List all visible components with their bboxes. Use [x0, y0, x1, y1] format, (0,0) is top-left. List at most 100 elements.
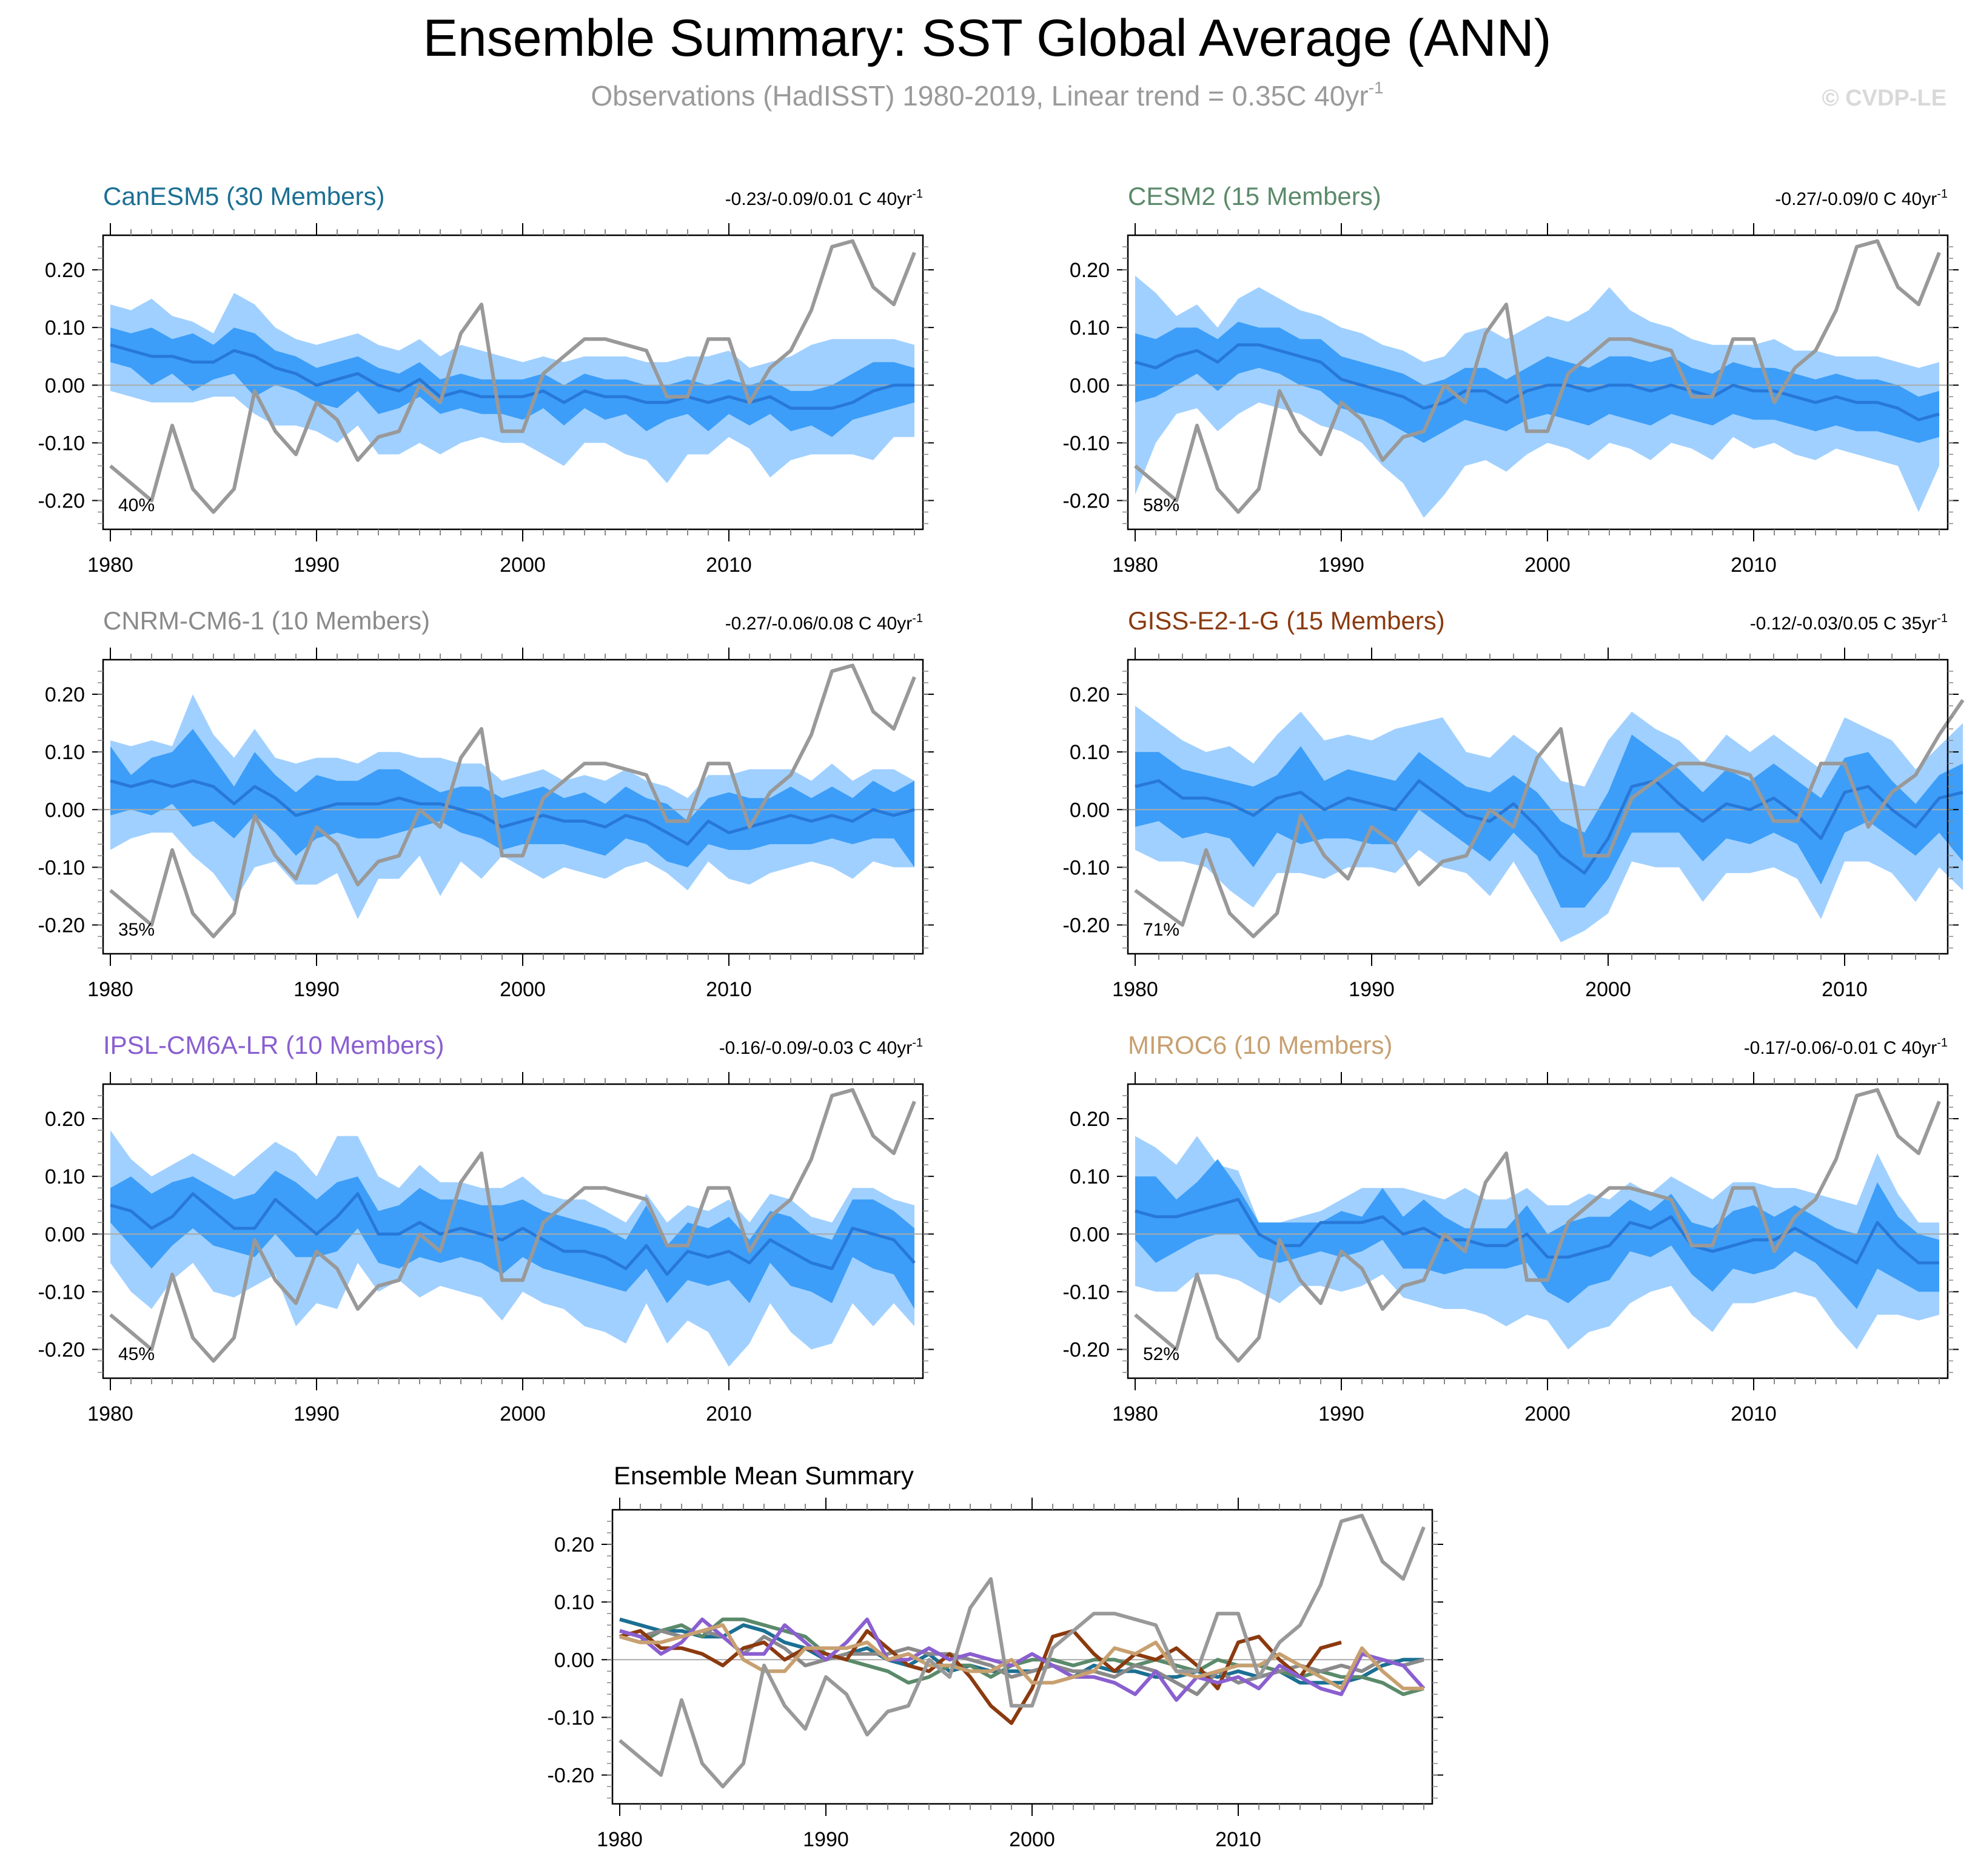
y-tick-label: 0.00 — [45, 1223, 85, 1246]
x-tick-label: 2010 — [1822, 978, 1868, 1001]
observations-line — [1134, 698, 1965, 939]
observations-line — [1134, 239, 1941, 514]
x-tick-label: 1990 — [293, 1402, 340, 1425]
x-tick-label: 1980 — [1112, 1402, 1158, 1425]
y-tick-label: 0.20 — [45, 1108, 85, 1131]
trend-label: -0.16/-0.09/-0.03 C 40yr-1 — [719, 1036, 923, 1058]
observations-line — [1134, 1088, 1941, 1363]
trend-superscript: -1 — [912, 1036, 923, 1050]
y-tick-label: -0.10 — [1063, 1281, 1110, 1304]
y-tick-label: 0.10 — [1070, 1165, 1110, 1188]
plot-frame — [102, 658, 924, 955]
trend-superscript: -1 — [912, 612, 923, 625]
y-tick-label: 0.20 — [554, 1533, 594, 1556]
inner-spread-band — [110, 729, 914, 868]
percentile-label: 71% — [1143, 920, 1179, 940]
x-tick-label: 1990 — [1349, 978, 1395, 1001]
trend-text: -0.12/-0.03/0.05 C 35yr — [1750, 614, 1937, 634]
y-tick-label: 0.00 — [1070, 1223, 1110, 1246]
y-tick-label: -0.20 — [1063, 489, 1110, 512]
inner-spread-band — [110, 1170, 914, 1309]
y-tick-label: -0.10 — [38, 856, 86, 879]
trend-superscript: -1 — [912, 187, 923, 201]
x-tick-label: 1990 — [1318, 554, 1364, 577]
y-tick-label: -0.10 — [38, 1281, 86, 1304]
trend-label: -0.12/-0.03/0.05 C 35yr-1 — [1750, 612, 1948, 634]
panel-title: MIROC6 (10 Members) — [1128, 1031, 1392, 1059]
ensemble-mean-line — [1135, 1198, 1939, 1265]
y-tick-label: -0.10 — [1063, 856, 1110, 879]
panels: CanESM5 (30 Members) -0.23/-0.09/0.01 C 4… — [38, 182, 1965, 1851]
panel-title: GISS-E2-1-G (15 Members) — [1128, 606, 1445, 635]
observations-line — [109, 239, 916, 514]
percentile-label: 52% — [1143, 1344, 1179, 1364]
panel-title: CNRM-CM6-1 (10 Members) — [103, 606, 430, 635]
y-tick-label: 0.20 — [1070, 259, 1110, 282]
y-tick-label: 0.10 — [554, 1591, 594, 1614]
y-tick-label: 0.20 — [45, 683, 85, 706]
percentile-label: 40% — [118, 495, 155, 515]
observations-line — [109, 663, 916, 939]
trend-text: -0.23/-0.09/0.01 C 40yr — [725, 189, 913, 209]
x-tick-label: 2010 — [1215, 1828, 1261, 1851]
panel-cnrm-cm6-1: CNRM-CM6-1 (10 Members) -0.27/-0.06/0.08 … — [38, 606, 934, 1001]
inner-spread-band — [1135, 321, 1939, 443]
figure-subtitle: Observations (HadISST) 1980-2019, Linear… — [591, 78, 1383, 112]
y-tick-label: -0.20 — [38, 1338, 86, 1361]
x-tick-label: 2000 — [1585, 978, 1631, 1001]
ensemble-mean-line — [1135, 779, 1963, 875]
trend-label: -0.27/-0.06/0.08 C 40yr-1 — [725, 612, 923, 634]
ensemble-mean-line — [110, 779, 915, 846]
y-tick-label: 0.10 — [1070, 741, 1110, 764]
inner-spread-band — [110, 327, 914, 437]
y-tick-label: -0.20 — [38, 489, 86, 512]
x-tick-label: 2000 — [1009, 1828, 1055, 1851]
x-tick-label: 1990 — [293, 978, 340, 1001]
trend-text: -0.16/-0.09/-0.03 C 40yr — [719, 1038, 913, 1058]
figure-title: Ensemble Summary: SST Global Average (AN… — [423, 9, 1552, 67]
watermark: © CVDP-LE — [1822, 85, 1946, 111]
x-tick-label: 1980 — [87, 1402, 133, 1425]
y-tick-label: -0.20 — [548, 1764, 595, 1787]
y-tick-label: 0.10 — [1070, 317, 1110, 340]
panel-title: CESM2 (15 Members) — [1128, 182, 1381, 210]
y-tick-label: 0.20 — [1070, 1108, 1110, 1131]
x-tick-label: 1990 — [1318, 1402, 1364, 1425]
series-line-ipsl-cm6a-lr — [619, 1617, 1426, 1702]
figure-subtitle-main: Observations (HadISST) 1980-2019, Linear… — [591, 80, 1368, 112]
y-tick-label: 0.20 — [1070, 683, 1110, 706]
panel-canesm5: CanESM5 (30 Members) -0.23/-0.09/0.01 C 4… — [38, 182, 934, 577]
x-tick-label: 2010 — [706, 1402, 752, 1425]
x-tick-label: 2000 — [500, 1402, 546, 1425]
percentile-label: 58% — [1143, 495, 1179, 515]
trend-text: -0.27/-0.06/0.08 C 40yr — [725, 614, 913, 634]
y-tick-label: -0.10 — [548, 1706, 595, 1729]
x-tick-label: 2010 — [1731, 1402, 1777, 1425]
y-tick-label: -0.10 — [38, 432, 86, 455]
plot-frame — [102, 234, 924, 531]
y-tick-label: -0.10 — [1063, 432, 1110, 455]
figure-subtitle-superscript: -1 — [1369, 78, 1384, 97]
x-tick-label: 1990 — [803, 1828, 849, 1851]
panel-title: Ensemble Mean Summary — [614, 1461, 914, 1490]
x-tick-label: 1990 — [293, 554, 340, 577]
series-line-cesm2 — [619, 1617, 1424, 1697]
x-tick-label: 2000 — [1524, 554, 1571, 577]
x-tick-label: 1980 — [87, 978, 133, 1001]
y-tick-label: 0.00 — [45, 799, 85, 822]
percentile-label: 45% — [118, 1344, 155, 1364]
trend-superscript: -1 — [1937, 612, 1948, 625]
trend-text: -0.27/-0.09/0 C 40yr — [1775, 189, 1937, 209]
inner-spread-band — [1135, 734, 1963, 908]
plot-frame — [1127, 1083, 1949, 1379]
series-line-miroc6 — [619, 1623, 1424, 1690]
x-tick-label: 2010 — [706, 978, 752, 1001]
x-tick-label: 1980 — [87, 554, 133, 577]
y-tick-label: -0.20 — [1063, 914, 1110, 937]
y-tick-label: 0.00 — [1070, 799, 1110, 822]
ensemble-mean-line — [110, 343, 914, 410]
y-tick-label: 0.00 — [45, 374, 85, 397]
y-tick-label: 0.10 — [45, 317, 85, 340]
y-tick-label: 0.00 — [1070, 374, 1110, 397]
